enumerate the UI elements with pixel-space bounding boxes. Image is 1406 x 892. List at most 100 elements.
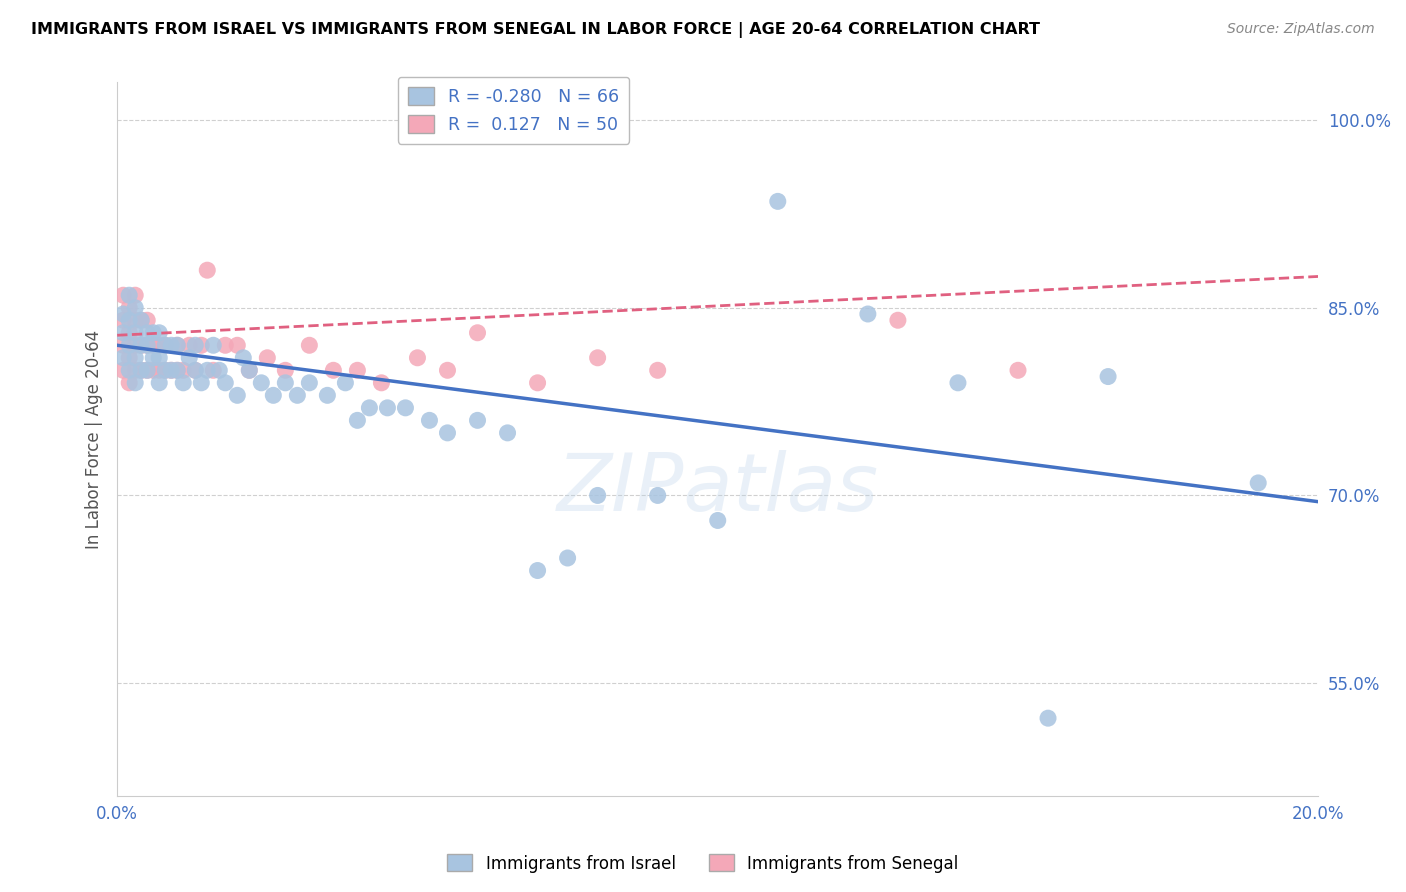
- Point: [118, 288, 141, 302]
- Point: [262, 388, 284, 402]
- Point: [467, 326, 489, 340]
- Point: [148, 326, 170, 340]
- Point: [586, 488, 609, 502]
- Point: [184, 363, 207, 377]
- Point: [142, 338, 165, 352]
- Point: [195, 263, 218, 277]
- Point: [887, 313, 910, 327]
- Y-axis label: In Labor Force | Age 20-64: In Labor Force | Age 20-64: [86, 329, 103, 549]
- Legend: R = -0.280   N = 66, R =  0.127   N = 50: R = -0.280 N = 66, R = 0.127 N = 50: [398, 77, 630, 144]
- Point: [124, 326, 146, 340]
- Point: [179, 338, 201, 352]
- Point: [1036, 711, 1059, 725]
- Point: [184, 363, 207, 377]
- Point: [226, 388, 249, 402]
- Point: [129, 363, 152, 377]
- Point: [124, 363, 146, 377]
- Point: [359, 401, 381, 415]
- Point: [647, 488, 669, 502]
- Point: [155, 363, 177, 377]
- Point: [129, 363, 152, 377]
- Point: [112, 313, 135, 327]
- Point: [946, 376, 969, 390]
- Point: [238, 363, 260, 377]
- Point: [226, 338, 249, 352]
- Point: [214, 376, 236, 390]
- Legend: Immigrants from Israel, Immigrants from Senegal: Immigrants from Israel, Immigrants from …: [440, 847, 966, 880]
- Point: [155, 338, 177, 352]
- Point: [526, 376, 548, 390]
- Point: [1097, 369, 1119, 384]
- Point: [202, 363, 225, 377]
- Point: [129, 313, 152, 327]
- Point: [256, 351, 278, 365]
- Point: [124, 338, 146, 352]
- Point: [274, 363, 297, 377]
- Point: [136, 338, 159, 352]
- Point: [160, 363, 183, 377]
- Point: [136, 338, 159, 352]
- Point: [274, 376, 297, 390]
- Point: [160, 338, 183, 352]
- Point: [136, 363, 159, 377]
- Point: [112, 338, 135, 352]
- Point: [112, 307, 135, 321]
- Point: [298, 338, 321, 352]
- Point: [1247, 475, 1270, 490]
- Point: [195, 363, 218, 377]
- Point: [346, 363, 368, 377]
- Point: [1007, 363, 1029, 377]
- Text: ZIPatlas: ZIPatlas: [557, 450, 879, 528]
- Point: [232, 351, 254, 365]
- Point: [335, 376, 357, 390]
- Point: [214, 338, 236, 352]
- Point: [394, 401, 416, 415]
- Point: [208, 363, 231, 377]
- Point: [706, 513, 728, 527]
- Point: [166, 363, 188, 377]
- Point: [298, 376, 321, 390]
- Point: [238, 363, 260, 377]
- Point: [190, 338, 212, 352]
- Point: [124, 313, 146, 327]
- Point: [316, 388, 339, 402]
- Point: [148, 338, 170, 352]
- Point: [112, 288, 135, 302]
- Point: [142, 326, 165, 340]
- Point: [766, 194, 789, 209]
- Text: Source: ZipAtlas.com: Source: ZipAtlas.com: [1227, 22, 1375, 37]
- Point: [647, 363, 669, 377]
- Point: [118, 363, 141, 377]
- Point: [184, 338, 207, 352]
- Point: [129, 338, 152, 352]
- Point: [142, 351, 165, 365]
- Point: [418, 413, 440, 427]
- Point: [467, 413, 489, 427]
- Point: [112, 351, 135, 365]
- Point: [557, 551, 579, 566]
- Point: [136, 363, 159, 377]
- Point: [136, 326, 159, 340]
- Point: [586, 351, 609, 365]
- Point: [166, 338, 188, 352]
- Point: [118, 301, 141, 315]
- Point: [436, 363, 458, 377]
- Point: [129, 313, 152, 327]
- Point: [124, 376, 146, 390]
- Point: [142, 363, 165, 377]
- Point: [155, 363, 177, 377]
- Point: [202, 338, 225, 352]
- Point: [250, 376, 273, 390]
- Point: [496, 425, 519, 440]
- Point: [118, 326, 141, 340]
- Point: [118, 376, 141, 390]
- Point: [190, 376, 212, 390]
- Point: [160, 363, 183, 377]
- Point: [285, 388, 308, 402]
- Point: [322, 363, 344, 377]
- Point: [856, 307, 879, 321]
- Point: [118, 338, 141, 352]
- Point: [118, 313, 141, 327]
- Point: [172, 376, 194, 390]
- Point: [166, 338, 188, 352]
